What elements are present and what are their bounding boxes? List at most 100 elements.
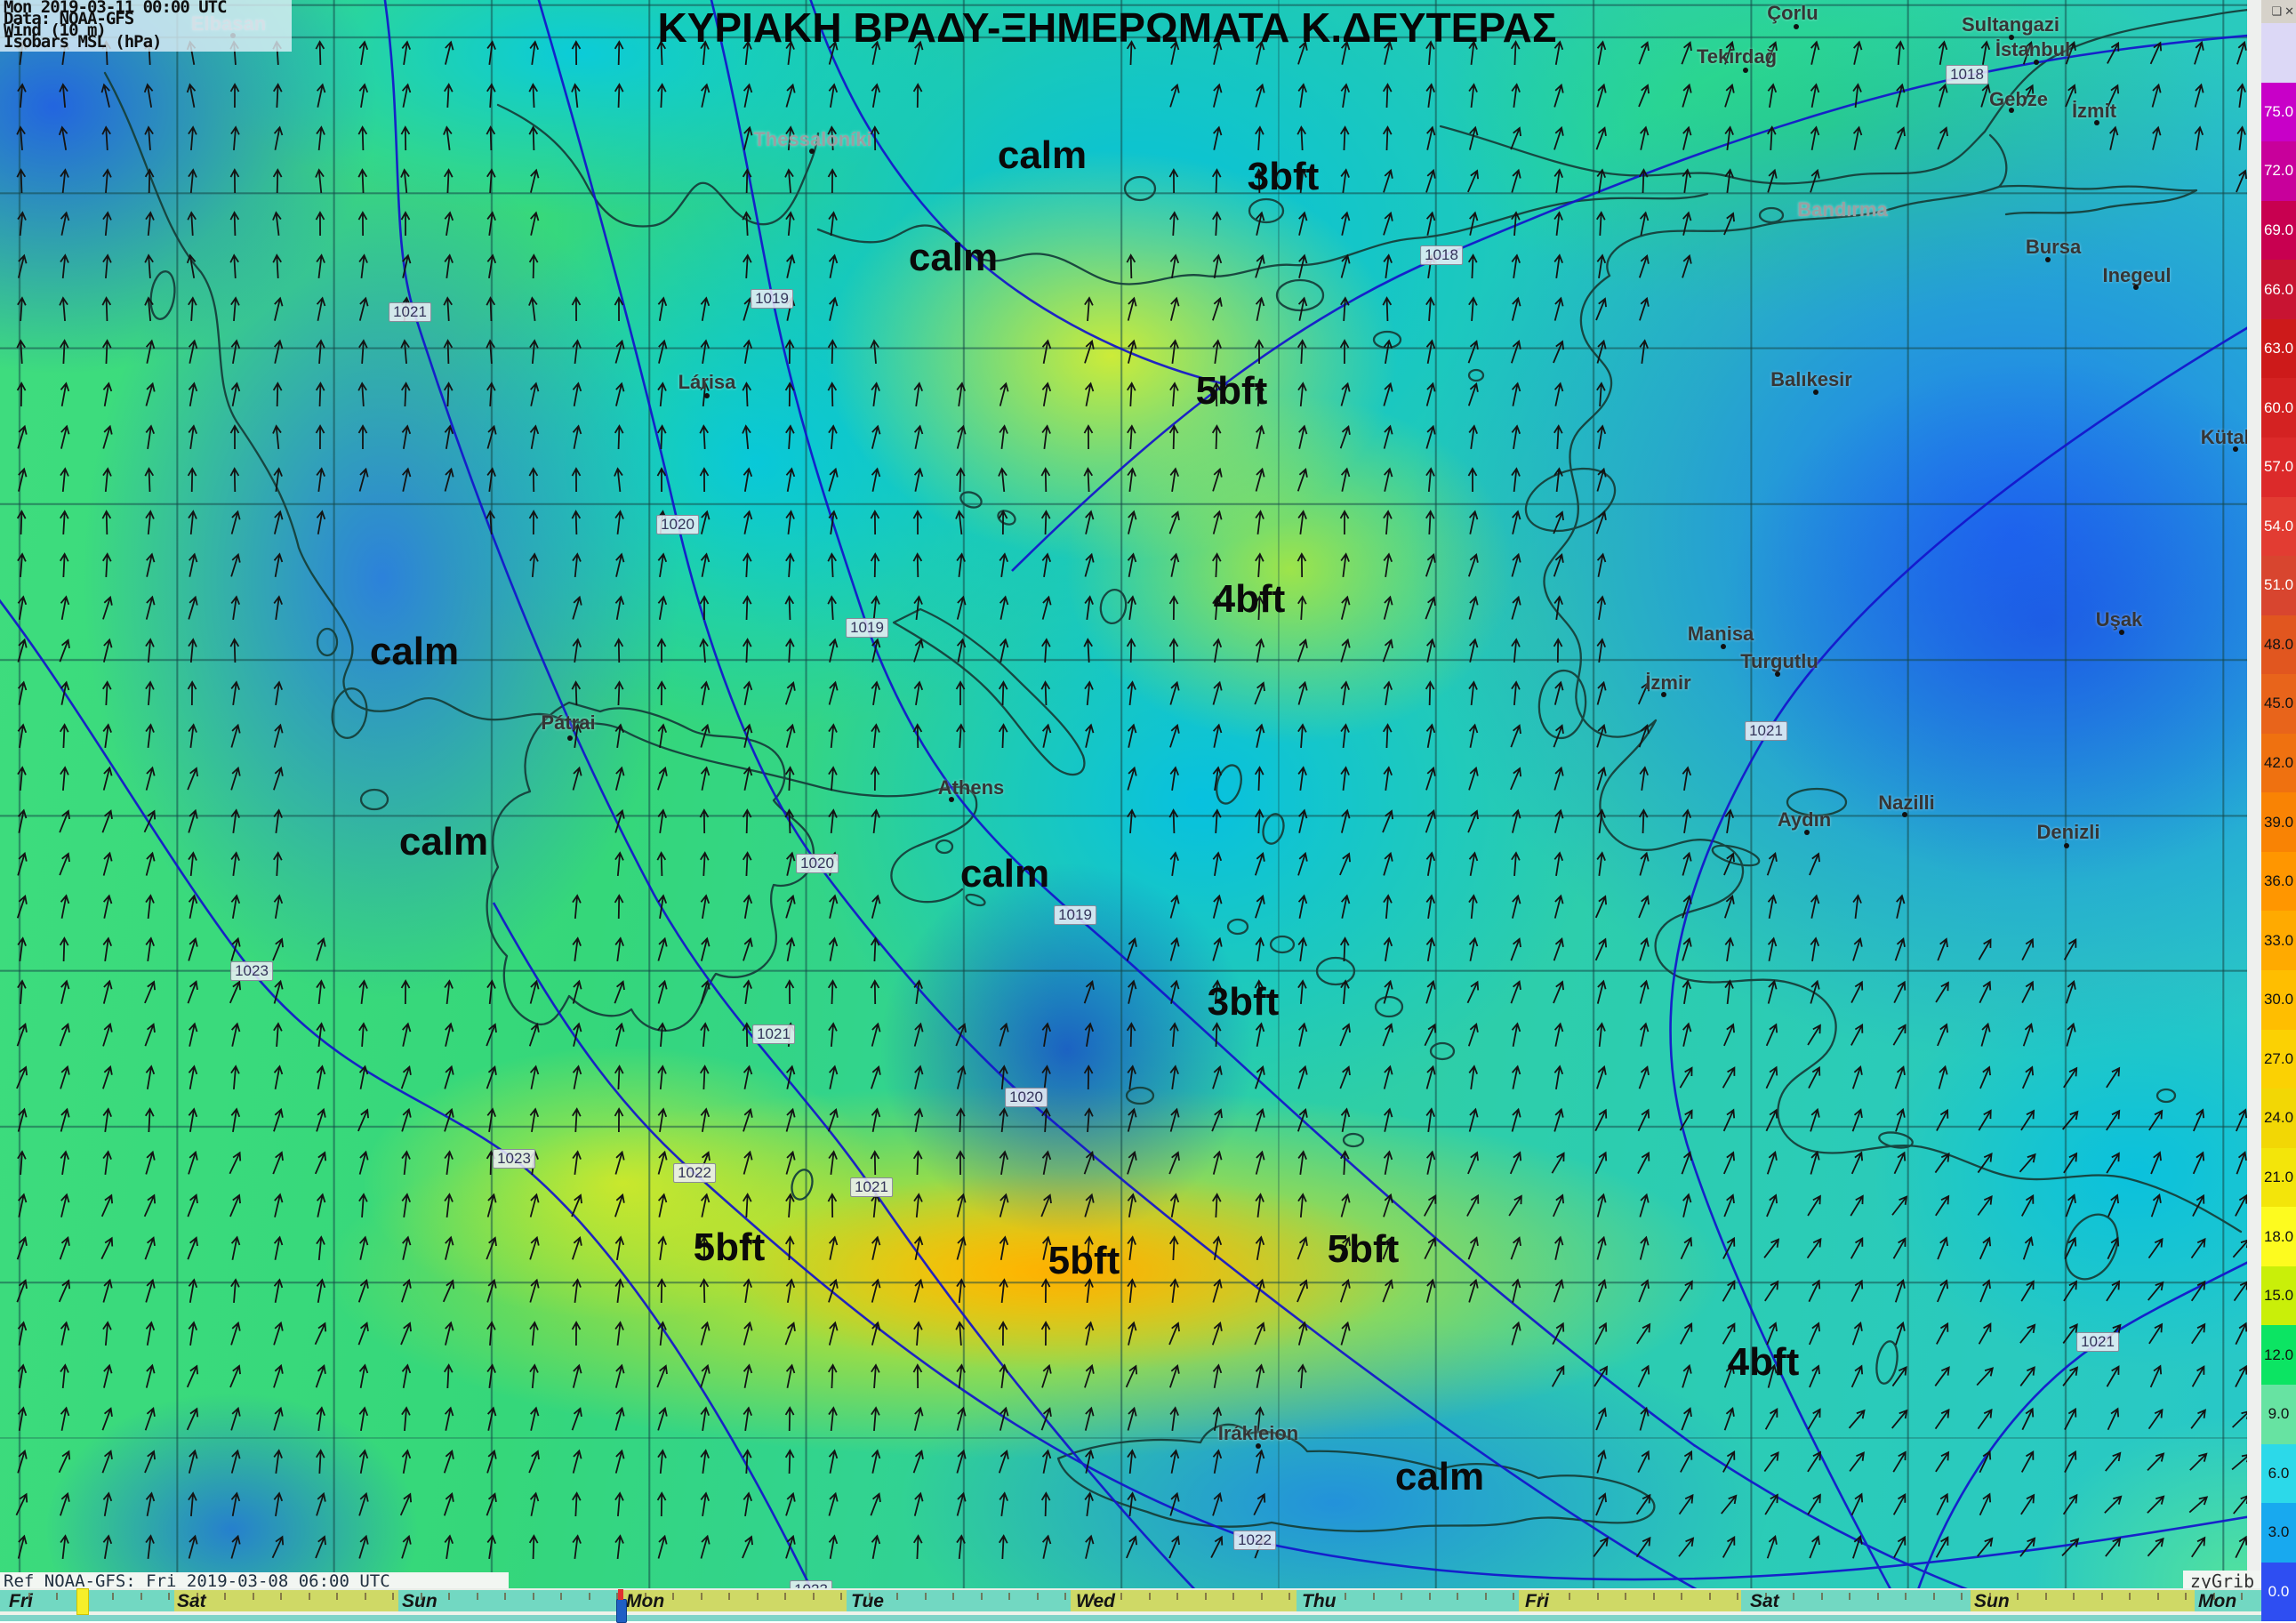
wind-arrow (2188, 1496, 2209, 1514)
wind-arrow (357, 382, 367, 407)
wind-arrow (1339, 1278, 1351, 1303)
wind-arrow (784, 382, 795, 407)
timeline-track[interactable]: Fri Sat Sun Mon Tue Wed Thu Fri Sat Sun Mon (0, 1590, 2261, 1611)
wind-arrow (656, 1364, 668, 1388)
wind-arrow (400, 979, 411, 1005)
wind-arrow (1767, 168, 1778, 193)
wind-arrow (1511, 1321, 1521, 1346)
wind-arrow (871, 83, 881, 108)
wind-arrow (102, 467, 112, 493)
map-title: ΚΥΡΙΑΚΗ ΒΡΑΔΥ-ΞΗΜΕΡΩΜΑΤΑ Κ.ΔΕΥΤΕΡΑΣ (657, 4, 1557, 51)
wind-arrow (828, 424, 838, 450)
wind-arrow (913, 1193, 923, 1218)
timeline-tick (1932, 1593, 1935, 1600)
wind-arrow (316, 1107, 326, 1132)
wind-arrow (1040, 510, 1051, 535)
wind-arrow (273, 510, 284, 534)
wind-arrow (1040, 1278, 1051, 1304)
wind-arrow (1638, 84, 1650, 108)
wind-arrow (1937, 1023, 1948, 1047)
wind-arrow (828, 83, 839, 108)
wind-arrow (188, 424, 197, 449)
timeline-day-band[interactable] (398, 1590, 622, 1611)
wind-arrow (60, 211, 70, 236)
scale-band: 12.0 (2261, 1325, 2296, 1385)
wind-arrow (1850, 1151, 1864, 1175)
timeline-tick (1372, 1593, 1375, 1600)
scale-band: 75.0 (2261, 82, 2296, 142)
wind-arrow (188, 1107, 198, 1132)
wind-arrow (657, 1321, 667, 1346)
wind-arrow (828, 808, 838, 834)
timeline-tick (1876, 1593, 1879, 1600)
timeline-day-band[interactable] (622, 1590, 847, 1611)
wind-arrow (1168, 424, 1179, 450)
wind-arrow (956, 638, 967, 663)
timeline-day-band[interactable] (1519, 1590, 1741, 1611)
wind-arrow (1766, 1535, 1778, 1559)
wind-arrow (529, 979, 540, 1004)
timeline-day-band[interactable] (174, 1590, 398, 1611)
wind-arrow (2191, 1536, 2206, 1558)
island-outline (1875, 1340, 1899, 1385)
wind-arrow (187, 1193, 198, 1217)
wind-arrow (1723, 894, 1735, 919)
wind-arrow (273, 1278, 284, 1303)
wind-arrow (1254, 979, 1264, 1005)
wind-arrow (1766, 1150, 1778, 1175)
wind-arrow (785, 1065, 796, 1089)
wind-arrow (1127, 1107, 1137, 1132)
timeline-day-band[interactable] (847, 1590, 1071, 1611)
wind-arrow (229, 467, 240, 493)
scale-window-bar: ❏ ✕ (2261, 0, 2296, 23)
wind-arrow (1553, 595, 1563, 621)
wind-arrow (743, 1065, 753, 1089)
city-dot (1813, 390, 1818, 395)
timeline-day-band[interactable] (1741, 1590, 1971, 1611)
island-outline (316, 627, 339, 657)
wind-arrow (615, 552, 625, 577)
wind-arrow (1934, 1408, 1950, 1430)
wind-arrow (785, 125, 795, 151)
timeline-tick (1484, 1593, 1487, 1600)
wind-arrow (1640, 1022, 1650, 1047)
timeline-tick (1232, 1593, 1234, 1600)
wind-arrow (999, 1022, 1009, 1047)
timeline-slider-handle[interactable] (616, 1599, 627, 1623)
wind-arrow (1596, 979, 1607, 1004)
wind-arrow (2063, 1152, 2078, 1174)
wind-arrow (870, 979, 880, 1005)
wind-arrow (229, 1151, 242, 1175)
close-icon[interactable]: ✕ (2284, 4, 2294, 18)
timeline-tick (1708, 1593, 1711, 1600)
wind-arrow (230, 1321, 241, 1346)
forecast-datetime: Mon 2019-03-11 00:00 UTC (4, 0, 228, 17)
wind-arrow (1383, 1150, 1393, 1175)
wind-arrow (1128, 723, 1137, 748)
wind-arrow (1596, 424, 1607, 449)
timeline-tick (2129, 1593, 2131, 1600)
wind-arrow (871, 1193, 880, 1218)
wind-arrow (1126, 1022, 1136, 1048)
wind-arrow (102, 595, 113, 620)
wind-arrow (1255, 382, 1264, 407)
timeline-day-band[interactable] (2195, 1590, 2261, 1611)
timeline-day-band[interactable] (1071, 1590, 1297, 1611)
wind-arrow (2020, 1193, 2035, 1217)
wind-arrow (145, 424, 156, 449)
wind-arrow (1041, 1065, 1051, 1090)
wind-arrow (1510, 767, 1521, 791)
wind-arrow (1256, 211, 1265, 236)
wind-arrow (60, 1107, 70, 1132)
wind-arrow (316, 936, 326, 961)
timeline-day-band[interactable] (1297, 1590, 1519, 1611)
wind-arrow (1682, 1193, 1692, 1217)
wind-arrow (1084, 339, 1095, 364)
wind-arrow (998, 1321, 1008, 1346)
wind-arrow (445, 40, 454, 65)
wind-map-canvas[interactable]: 1021 1019 1018 1018 1020 1019 1020 1019 1023 1021… (0, 0, 2247, 1588)
timeline-tick (728, 1593, 730, 1600)
wind-arrow (912, 552, 923, 578)
wind-arrow (1682, 211, 1692, 236)
restore-window-icon[interactable]: ❏ (2271, 4, 2283, 18)
